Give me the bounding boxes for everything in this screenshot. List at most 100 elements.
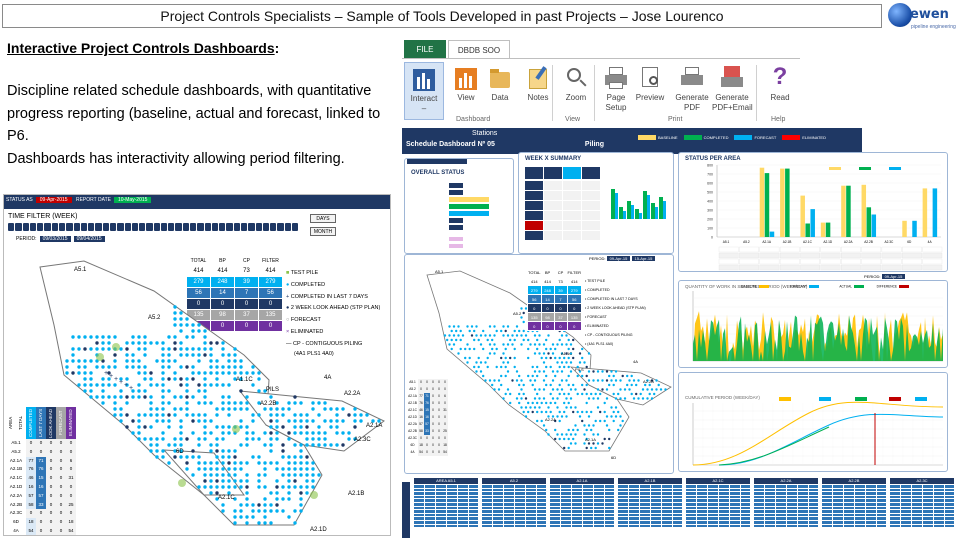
pile-dot xyxy=(479,361,483,364)
preview-button[interactable]: Preview xyxy=(630,62,670,120)
pile-dot xyxy=(83,371,87,375)
time-cell[interactable] xyxy=(102,223,109,231)
pile-dot xyxy=(549,383,552,387)
time-cell[interactable] xyxy=(66,223,73,231)
time-cell[interactable] xyxy=(37,223,44,231)
time-cell[interactable] xyxy=(190,223,197,231)
period-row-right: PERIOD: 09-Apr-15 15-Apr-15 xyxy=(589,256,656,261)
quantity-of-work-chart: BASELINE FORECAST ACTUAL DIFFERENCE xyxy=(692,285,943,362)
time-cell[interactable] xyxy=(291,223,299,231)
time-cell[interactable] xyxy=(219,223,226,231)
time-cell[interactable] xyxy=(226,223,233,231)
map-area-cell: A5.1 xyxy=(407,379,418,386)
time-cell[interactable] xyxy=(88,223,95,231)
time-cell[interactable] xyxy=(73,223,80,231)
legend-text: • COMPLETED IN LAST 7 DAYS xyxy=(585,297,638,301)
time-cell[interactable] xyxy=(211,223,219,231)
pile-dot xyxy=(470,334,474,337)
pile-dot xyxy=(563,401,566,405)
time-cell[interactable] xyxy=(22,223,29,231)
pile-dot xyxy=(215,413,219,417)
time-cell[interactable] xyxy=(146,223,153,231)
stat-cell: 56 xyxy=(258,286,283,299)
time-cell[interactable] xyxy=(284,223,291,231)
pile-dot xyxy=(341,443,345,447)
tab-dbdb-soo[interactable]: DBDB SOO xyxy=(448,40,510,59)
pile-dot xyxy=(522,311,525,315)
quantity-chart-panel: QUANTITY OF WORK IN SELECTED PERIOD (WEE… xyxy=(678,280,948,368)
pile-dot xyxy=(347,431,351,435)
time-cell[interactable] xyxy=(270,223,277,231)
pile-dot xyxy=(245,425,249,429)
time-filter-slider[interactable] xyxy=(8,223,299,231)
tab-file[interactable]: FILE xyxy=(404,40,446,59)
interact-button[interactable]: Interact – xyxy=(404,62,444,120)
time-cell[interactable] xyxy=(248,223,255,231)
time-cell[interactable] xyxy=(160,223,168,231)
pile-dot xyxy=(500,329,503,333)
pile-dot xyxy=(587,415,591,418)
read-button[interactable]: ? Read xyxy=(760,62,800,120)
generate-pdf-button[interactable]: Generate PDF xyxy=(672,62,712,120)
time-cell[interactable] xyxy=(109,223,117,231)
time-cell[interactable] xyxy=(44,223,51,231)
pile-dot xyxy=(281,485,285,489)
week-cell xyxy=(544,221,562,230)
time-cell[interactable] xyxy=(153,223,160,231)
month-button[interactable]: MONTH xyxy=(310,227,336,236)
pile-dot xyxy=(143,425,147,429)
time-cell[interactable] xyxy=(197,223,204,231)
time-cell[interactable] xyxy=(262,223,270,231)
time-cell[interactable] xyxy=(124,223,131,231)
vtable-cell: 0 xyxy=(56,474,66,483)
pile-dot xyxy=(173,323,177,327)
time-cell[interactable] xyxy=(131,223,139,231)
pile-dot xyxy=(83,335,87,339)
time-cell[interactable] xyxy=(168,223,175,231)
vtable-header-cell: LAST 7 DAYS xyxy=(36,407,46,439)
pile-dot xyxy=(167,419,171,423)
time-cell[interactable] xyxy=(8,223,15,231)
pile-dot xyxy=(185,365,189,369)
pile-dot xyxy=(251,509,255,513)
time-cell[interactable] xyxy=(139,223,146,231)
time-cell[interactable] xyxy=(29,223,37,231)
pile-dot xyxy=(536,374,539,378)
pile-dot xyxy=(542,370,546,373)
time-cell[interactable] xyxy=(182,223,190,231)
view-button[interactable]: View xyxy=(446,62,486,120)
pile-dot xyxy=(167,461,171,465)
time-cell[interactable] xyxy=(277,223,284,231)
time-cell[interactable] xyxy=(95,223,102,231)
pile-dot xyxy=(594,446,597,450)
map-area-row: 6D 18 0 0 0 18 xyxy=(407,442,448,449)
time-cell[interactable] xyxy=(117,223,124,231)
time-cell[interactable] xyxy=(241,223,248,231)
time-cell[interactable] xyxy=(58,223,66,231)
time-cell[interactable] xyxy=(233,223,240,231)
pile-dot xyxy=(221,479,225,483)
time-cell[interactable] xyxy=(175,223,182,231)
pile-dot xyxy=(185,317,189,321)
pile-dot xyxy=(545,401,548,405)
pile-dot xyxy=(239,479,243,483)
zoom-button[interactable]: Zoom xyxy=(556,62,596,120)
time-cell[interactable] xyxy=(80,223,88,231)
pile-dot xyxy=(558,338,561,342)
stat-cell: 0 xyxy=(566,321,583,331)
vtable-row: A5.1 0 0 0 0 0 xyxy=(6,439,76,448)
days-button[interactable]: DAYS xyxy=(310,214,336,223)
pile-dot xyxy=(484,334,487,337)
pile-dot xyxy=(353,407,357,411)
page-setup-button[interactable]: Page Setup xyxy=(596,62,636,120)
data-button[interactable]: Data xyxy=(480,62,520,120)
pile-dot xyxy=(569,388,573,391)
time-cell[interactable] xyxy=(255,223,262,231)
time-cell[interactable] xyxy=(51,223,58,231)
time-cell[interactable] xyxy=(15,223,22,231)
time-cell[interactable] xyxy=(204,223,211,231)
notes-button[interactable]: Notes xyxy=(518,62,558,120)
legend-text: • COMPLETED xyxy=(585,288,610,292)
map-area-cell: 0 xyxy=(418,435,424,442)
generate-pdf-email-button[interactable]: Generate PDF+Email xyxy=(712,62,753,120)
